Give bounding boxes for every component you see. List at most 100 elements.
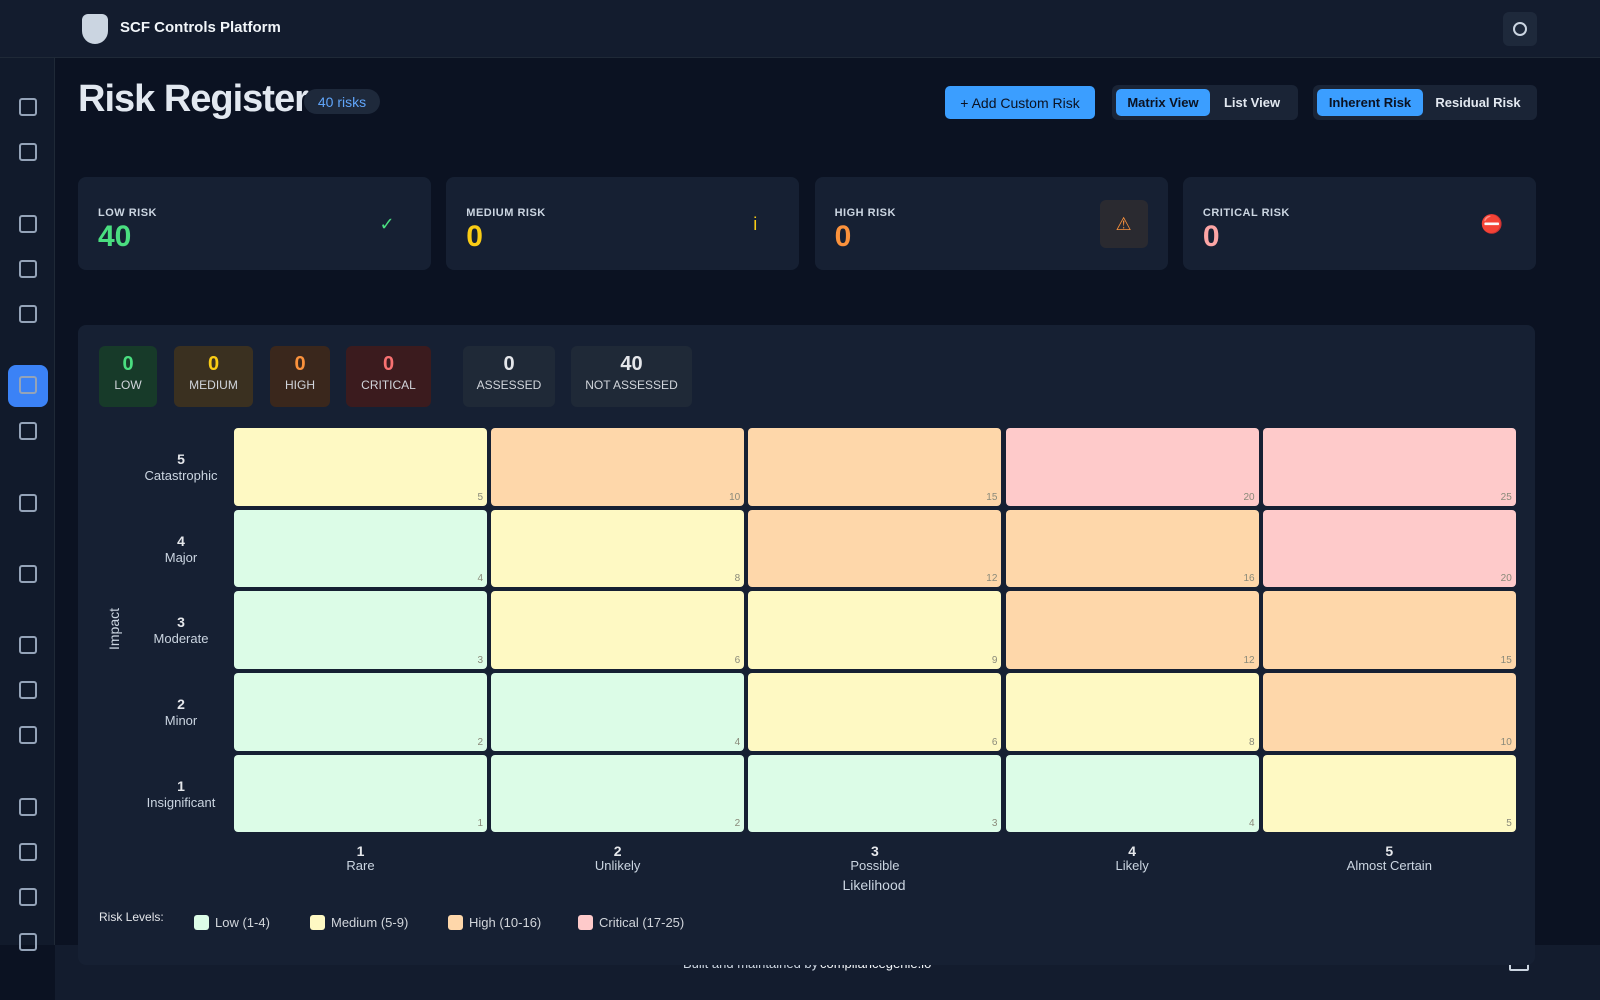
- nav-icon[interactable]: [19, 565, 37, 583]
- add-risk-button[interactable]: + Add Custom Risk: [945, 86, 1095, 119]
- legend-label: Medium (5-9): [331, 915, 409, 930]
- matrix-cell[interactable]: 12: [1005, 591, 1259, 669]
- matrix-cell[interactable]: 10: [1262, 673, 1516, 751]
- card-value: 0: [466, 220, 483, 253]
- count-box: [346, 346, 431, 407]
- count-value: 0: [382, 353, 395, 375]
- risk-count-badge: 40 risks: [304, 89, 380, 114]
- card-icon-bg: [1099, 200, 1148, 248]
- nav-active: [8, 365, 48, 407]
- impact-name: Insignificant: [146, 794, 216, 810]
- x-axis-title: Likelihood: [842, 877, 906, 893]
- toggle-option[interactable]: Residual Risk: [1435, 95, 1521, 110]
- nav-icon[interactable]: [19, 494, 37, 512]
- nav-icon[interactable]: [19, 888, 37, 906]
- legend-label: Critical (17-25): [599, 915, 685, 930]
- sidebar: [0, 58, 55, 945]
- matrix-cell[interactable]: 20: [1005, 428, 1259, 506]
- cell-score: 3: [477, 654, 483, 666]
- cell-score: 6: [734, 654, 741, 666]
- toggle-active[interactable]: Inherent Risk: [1317, 89, 1423, 116]
- matrix-cell[interactable]: 4: [234, 509, 487, 588]
- matrix-cell[interactable]: 9: [748, 591, 1002, 669]
- card-label: LOW RISK: [98, 207, 157, 219]
- cell-score: 2: [477, 736, 483, 748]
- legend-swatch: [310, 915, 325, 930]
- matrix-cell[interactable]: 15: [748, 428, 1002, 506]
- card-icon: ⛔: [1480, 213, 1504, 234]
- matrix-cell[interactable]: 3: [748, 754, 1002, 833]
- cell-score: 25: [1500, 491, 1512, 503]
- likelihood-number: 5: [1385, 843, 1394, 859]
- card-value: 0: [834, 220, 852, 253]
- nav-icon[interactable]: [19, 215, 37, 233]
- matrix-cell[interactable]: 12: [748, 509, 1002, 588]
- nav-icon[interactable]: [19, 636, 37, 654]
- likelihood-name: Likely: [1115, 858, 1149, 873]
- legend-swatch: [578, 915, 593, 930]
- nav-icon[interactable]: [19, 98, 37, 116]
- cell-score: 4: [1249, 818, 1255, 830]
- matrix-cell[interactable]: 8: [491, 509, 745, 588]
- page-title: Risk Register: [78, 78, 309, 120]
- impact-number: 2: [177, 696, 185, 713]
- nav-icon[interactable]: [19, 843, 37, 861]
- matrix-cell[interactable]: 2: [234, 673, 487, 751]
- legend-label: Low (1-4): [215, 915, 270, 930]
- cell-score: 4: [477, 573, 483, 585]
- matrix-cell[interactable]: 16: [1005, 509, 1259, 588]
- count-label: ASSESSED: [476, 378, 542, 392]
- matrix-cell[interactable]: 1: [234, 754, 487, 833]
- cell-score: 5: [477, 491, 483, 503]
- nav-icon[interactable]: [19, 376, 37, 394]
- nav-icon[interactable]: [19, 260, 37, 278]
- count-box: [463, 346, 555, 407]
- card-label: HIGH RISK: [834, 207, 896, 219]
- count-label: CRITICAL: [361, 378, 416, 392]
- impact-number: 4: [177, 532, 185, 549]
- impact-name: Moderate: [153, 631, 209, 647]
- matrix-cell[interactable]: 3: [234, 591, 487, 669]
- likelihood-name: Possible: [850, 858, 900, 873]
- matrix-cell[interactable]: 6: [748, 673, 1002, 751]
- count-label: NOT ASSESSED: [585, 378, 678, 392]
- cell-score: 8: [1249, 736, 1255, 748]
- cell-score: 3: [991, 818, 998, 830]
- cell-score: 10: [1500, 736, 1512, 748]
- matrix-cell[interactable]: 25: [1262, 428, 1516, 506]
- matrix-cell[interactable]: 8: [1005, 673, 1259, 751]
- matrix-cell[interactable]: 5: [234, 428, 487, 506]
- nav-icon[interactable]: [19, 143, 37, 161]
- matrix-cell[interactable]: 6: [491, 591, 745, 669]
- logo: [82, 14, 108, 44]
- nav-icon[interactable]: [19, 422, 37, 440]
- count-box: [99, 346, 157, 407]
- count-value: 0: [503, 353, 515, 375]
- app-title: SCF Controls Platform: [120, 19, 281, 36]
- matrix-cell[interactable]: 2: [491, 754, 745, 833]
- cell-score: 4: [734, 736, 741, 748]
- toggle-active[interactable]: Matrix View: [1116, 89, 1210, 116]
- nav-icon[interactable]: [19, 726, 37, 744]
- cell-score: 16: [1243, 573, 1255, 585]
- likelihood-name: Unlikely: [594, 858, 641, 873]
- likelihood-number: 3: [870, 843, 879, 859]
- card-label: CRITICAL RISK: [1202, 207, 1290, 219]
- toggle-option[interactable]: List View: [1223, 95, 1281, 110]
- legend-swatch: [194, 915, 209, 930]
- matrix-cell[interactable]: 4: [491, 673, 745, 751]
- matrix-cell[interactable]: 10: [491, 428, 745, 506]
- impact-name: Major: [164, 549, 198, 565]
- matrix-cell[interactable]: 4: [1005, 754, 1259, 833]
- matrix-cell[interactable]: 20: [1262, 509, 1516, 588]
- nav-icon[interactable]: [19, 305, 37, 323]
- impact-number: 5: [177, 451, 185, 467]
- nav-icon[interactable]: [19, 798, 37, 816]
- top-bar: [0, 0, 1600, 58]
- nav-icon[interactable]: [19, 933, 37, 951]
- count-label: MEDIUM: [189, 378, 238, 392]
- matrix-cell[interactable]: 5: [1262, 754, 1516, 833]
- matrix-cell[interactable]: 15: [1262, 591, 1516, 669]
- nav-icon[interactable]: [19, 681, 37, 699]
- y-axis-title: Impact: [106, 608, 122, 651]
